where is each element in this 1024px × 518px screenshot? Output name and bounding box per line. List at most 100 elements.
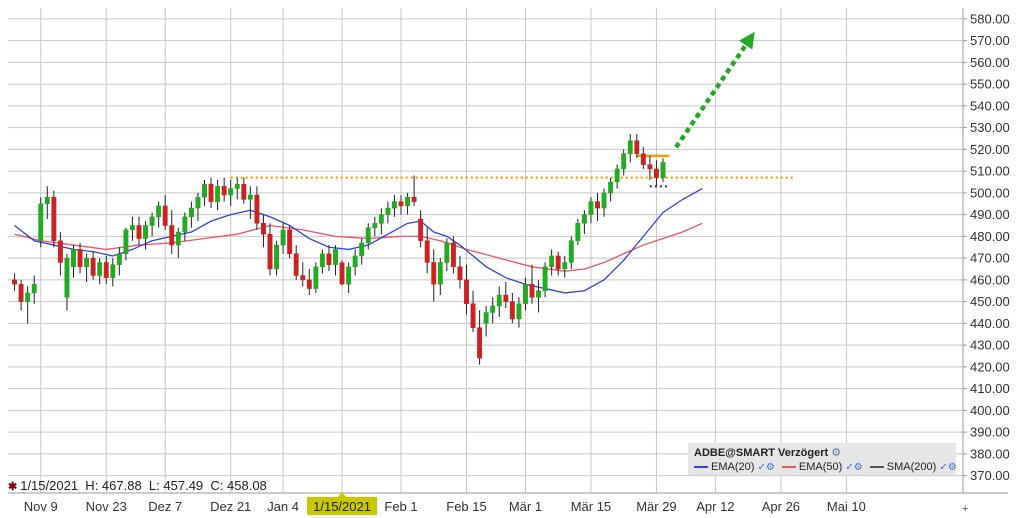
candle xyxy=(588,197,594,224)
candle xyxy=(647,155,653,180)
candle xyxy=(175,227,181,259)
candle-body xyxy=(352,255,358,268)
candle-body xyxy=(241,183,247,200)
candle xyxy=(156,201,162,228)
candle-body xyxy=(44,196,50,204)
candle-body xyxy=(490,305,496,313)
candle xyxy=(254,186,260,230)
highlight-date-pointer xyxy=(338,492,347,497)
candle-body xyxy=(169,225,175,246)
candle xyxy=(555,251,561,276)
y-tick-label: 560.00 xyxy=(970,55,1010,70)
candle xyxy=(103,255,109,285)
y-tick-label: 370.00 xyxy=(970,468,1010,483)
candle-body xyxy=(647,164,653,170)
candle xyxy=(77,242,83,274)
candle xyxy=(64,253,70,311)
candle xyxy=(378,208,384,235)
candle-body xyxy=(359,242,365,257)
candle xyxy=(228,179,234,206)
x-tick-label: Mär 1 xyxy=(509,499,542,514)
candle xyxy=(25,286,31,324)
candle xyxy=(398,195,404,215)
candle-body xyxy=(457,266,463,281)
candle-body xyxy=(149,216,155,226)
chart-legend: ADBE@SMART Verzögert ⚙ EMA(20) ✓⚙ EMA(50)… xyxy=(688,443,957,475)
candle xyxy=(595,192,600,222)
candle xyxy=(627,134,633,163)
legend-items: EMA(20) ✓⚙ EMA(50) ✓⚙ SMA(200) ✓⚙ xyxy=(694,461,961,473)
candle-body xyxy=(333,249,338,265)
candle-body xyxy=(57,240,63,263)
candle-body xyxy=(608,181,614,194)
candle xyxy=(116,247,122,276)
candle xyxy=(169,210,175,254)
candle-body xyxy=(654,168,659,178)
candle-body xyxy=(346,266,352,285)
legend-item-ema20[interactable]: EMA(20) ✓⚙ xyxy=(694,461,775,473)
candle xyxy=(162,195,168,230)
candle-body xyxy=(509,301,515,320)
x-tick-label: Dez 21 xyxy=(210,499,251,514)
candle-body xyxy=(588,201,594,215)
candle-body xyxy=(450,242,456,268)
candle-body xyxy=(156,205,162,218)
candle-body xyxy=(12,279,18,285)
candle-body xyxy=(293,253,299,276)
checkmark-icon[interactable]: ✓⚙ xyxy=(939,462,957,473)
candle-body xyxy=(38,203,44,241)
candle xyxy=(202,179,207,206)
candle xyxy=(90,251,96,280)
candle-body xyxy=(627,140,633,154)
checkmark-icon[interactable]: ✓⚙ xyxy=(757,462,775,473)
candle-body xyxy=(536,290,541,298)
candle-body xyxy=(437,262,443,285)
candle xyxy=(523,277,528,311)
info-date: 1/15/2021 xyxy=(20,478,79,493)
settings-gear-icon[interactable]: ⚙ xyxy=(831,447,842,459)
y-tick-label: 480.00 xyxy=(970,229,1010,244)
candle xyxy=(450,236,456,274)
candle xyxy=(287,225,293,259)
candle xyxy=(280,223,286,254)
candle xyxy=(634,134,640,159)
ema20-line xyxy=(14,187,703,294)
x-tick-label: Nov 23 xyxy=(86,499,127,514)
candle xyxy=(182,212,188,241)
x-tick-label: Mär 29 xyxy=(636,499,676,514)
candle-body xyxy=(555,255,561,270)
legend-item-ema50[interactable]: EMA(50) ✓⚙ xyxy=(781,461,863,473)
candle xyxy=(601,188,607,217)
candle-body xyxy=(496,294,502,307)
ema50-swatch xyxy=(781,466,796,469)
x-tick-label: Mär 15 xyxy=(571,499,611,514)
candle xyxy=(51,190,57,248)
candle-body xyxy=(339,262,345,285)
candle xyxy=(385,201,391,224)
candle-body xyxy=(175,231,181,246)
y-tick-label: 410.00 xyxy=(970,381,1010,396)
symbol-label: ADBE@SMART Verzögert xyxy=(694,447,829,459)
candle xyxy=(411,175,417,206)
candle-body xyxy=(529,283,535,298)
candle-body xyxy=(267,233,273,270)
candle xyxy=(306,268,312,296)
candle xyxy=(221,177,227,202)
add-icon[interactable]: + xyxy=(962,503,969,515)
info-low-label: L: xyxy=(145,478,164,493)
legend-item-sma200[interactable]: SMA(200) ✓⚙ xyxy=(869,461,957,473)
chart-grid xyxy=(8,8,1008,494)
sma200-swatch xyxy=(869,466,884,469)
candle-body xyxy=(51,196,57,241)
checkmark-icon[interactable]: ✓⚙ xyxy=(845,462,863,473)
y-tick-label: 380.00 xyxy=(970,446,1010,461)
y-tick-label: 510.00 xyxy=(970,164,1010,179)
candle-body xyxy=(123,229,129,255)
candle-body xyxy=(503,294,509,302)
x-tick-label: Jan 4 xyxy=(267,499,299,514)
candle-body xyxy=(549,255,555,268)
y-tick-label: 550.00 xyxy=(970,77,1010,92)
candle-body xyxy=(228,188,234,196)
candle-body xyxy=(319,253,325,268)
